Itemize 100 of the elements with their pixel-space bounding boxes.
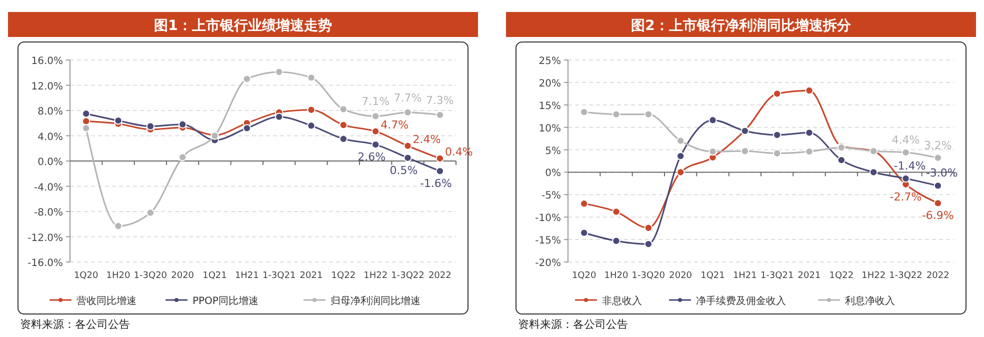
- x-tick-label: 1H20: [106, 271, 130, 281]
- point: [902, 174, 910, 183]
- data-label: 4.7%: [380, 118, 409, 132]
- y-tick-label: 8.0%: [38, 106, 63, 118]
- y-tick-label: -12.0%: [28, 232, 63, 244]
- point: [371, 112, 380, 120]
- y-tick-label: 0.0%: [38, 157, 63, 168]
- y-tick-label: -15%: [535, 236, 561, 247]
- point: [837, 156, 846, 164]
- y-tick-label: -4.0%: [34, 182, 63, 194]
- x-tick-label: 1Q21: [202, 271, 227, 281]
- x-tick-label: 2022: [428, 271, 452, 281]
- point: [307, 106, 316, 114]
- data-label: 2.4%: [412, 132, 441, 146]
- point: [772, 90, 782, 98]
- point: [146, 208, 155, 217]
- x-tick-label: 2022: [926, 271, 950, 281]
- point: [146, 122, 155, 130]
- y-tick-label: 0%: [545, 168, 561, 180]
- y-tick-label: -16.0%: [28, 258, 63, 269]
- x-tick-label: 1-3Q21: [760, 271, 794, 281]
- point: [612, 236, 620, 245]
- x-tick-label: 1H20: [604, 271, 628, 281]
- point: [676, 168, 685, 176]
- point: [274, 68, 284, 76]
- data-label: -2.7%: [890, 190, 922, 204]
- point: [274, 112, 284, 121]
- data-label: 2.6%: [358, 150, 386, 164]
- y-tick-label: 20%: [538, 78, 561, 90]
- data-label: 4.4%: [892, 133, 920, 146]
- x-tick-label: 1-3Q22: [391, 271, 424, 281]
- y-tick-label: 16.0%: [31, 56, 63, 67]
- x-tick-label: 1-3Q21: [262, 271, 296, 281]
- point: [436, 154, 444, 163]
- x-tick-label: 1-3Q20: [134, 271, 168, 281]
- point: [307, 122, 316, 130]
- x-tick-label: 1H21: [234, 271, 259, 281]
- y-tick-label: 15%: [538, 100, 561, 112]
- point: [612, 208, 620, 216]
- point: [676, 136, 685, 145]
- point: [178, 120, 187, 128]
- point: [114, 116, 122, 125]
- legend-label: 营收同比增速: [76, 295, 136, 307]
- x-tick-label: 1H22: [862, 271, 886, 281]
- point: [644, 110, 653, 118]
- x-tick-label: 2020: [171, 271, 194, 281]
- point: [339, 105, 348, 114]
- point: [708, 116, 717, 124]
- point: [612, 110, 620, 118]
- x-tick-label: 1H22: [364, 271, 388, 281]
- point: [371, 127, 380, 136]
- data-label: 7.1%: [362, 95, 390, 108]
- x-tick-label: 2020: [669, 271, 692, 281]
- point: [772, 130, 782, 140]
- point: [902, 148, 910, 157]
- x-tick-label: 1Q22: [829, 271, 854, 281]
- y-tick-label: -5%: [542, 190, 561, 202]
- point: [869, 168, 878, 176]
- data-label: 7.3%: [426, 94, 454, 107]
- y-tick-label: 5%: [545, 146, 561, 157]
- point: [772, 149, 782, 158]
- chart-title: 图1：上市银行业绩增速走势: [154, 17, 332, 34]
- point: [805, 86, 814, 95]
- y-tick-label: 25%: [538, 56, 561, 67]
- point: [404, 142, 412, 150]
- data-label: -1.6%: [420, 177, 452, 190]
- point: [644, 224, 653, 232]
- y-tick-label: -20%: [535, 258, 561, 269]
- data-label: -1.4%: [894, 160, 926, 173]
- x-tick-label: 1Q21: [700, 271, 725, 281]
- x-tick-label: 1-3Q22: [889, 271, 922, 281]
- x-tick-label: 1Q22: [331, 271, 356, 281]
- data-label: 7.7%: [394, 91, 422, 104]
- x-tick-label: 1H21: [732, 271, 757, 281]
- point: [805, 128, 814, 137]
- y-tick-label: 10%: [538, 123, 561, 134]
- point: [404, 108, 412, 116]
- x-tick-label: 2021: [798, 271, 821, 281]
- chart-title: 图2：上市银行净利润同比增速拆分: [631, 17, 852, 34]
- legend-label: PPOP同比增速: [192, 295, 258, 307]
- point: [307, 74, 316, 82]
- x-tick-label: 1Q20: [572, 271, 596, 281]
- legend-label: 非息收入: [602, 295, 642, 307]
- point: [404, 154, 412, 162]
- data-label: 0.5%: [390, 164, 418, 177]
- x-tick-label: 2021: [300, 271, 323, 281]
- point: [114, 222, 122, 230]
- x-tick-label: 1Q20: [74, 271, 98, 281]
- x-tick-label: 1-3Q20: [632, 271, 666, 281]
- data-label: 3.2%: [924, 138, 952, 152]
- data-label: -6.9%: [922, 209, 954, 222]
- y-tick-label: -10%: [535, 213, 561, 224]
- legend-label: 净手续费及佣金收入: [696, 295, 786, 307]
- legend-label: 归母净利润同比增速: [330, 295, 420, 307]
- y-tick-label: -8.0%: [34, 208, 63, 218]
- y-tick-label: 4.0%: [38, 132, 63, 143]
- point: [740, 147, 750, 156]
- point: [242, 124, 252, 132]
- legend-label: 利息净收入: [845, 295, 895, 307]
- point: [339, 120, 348, 130]
